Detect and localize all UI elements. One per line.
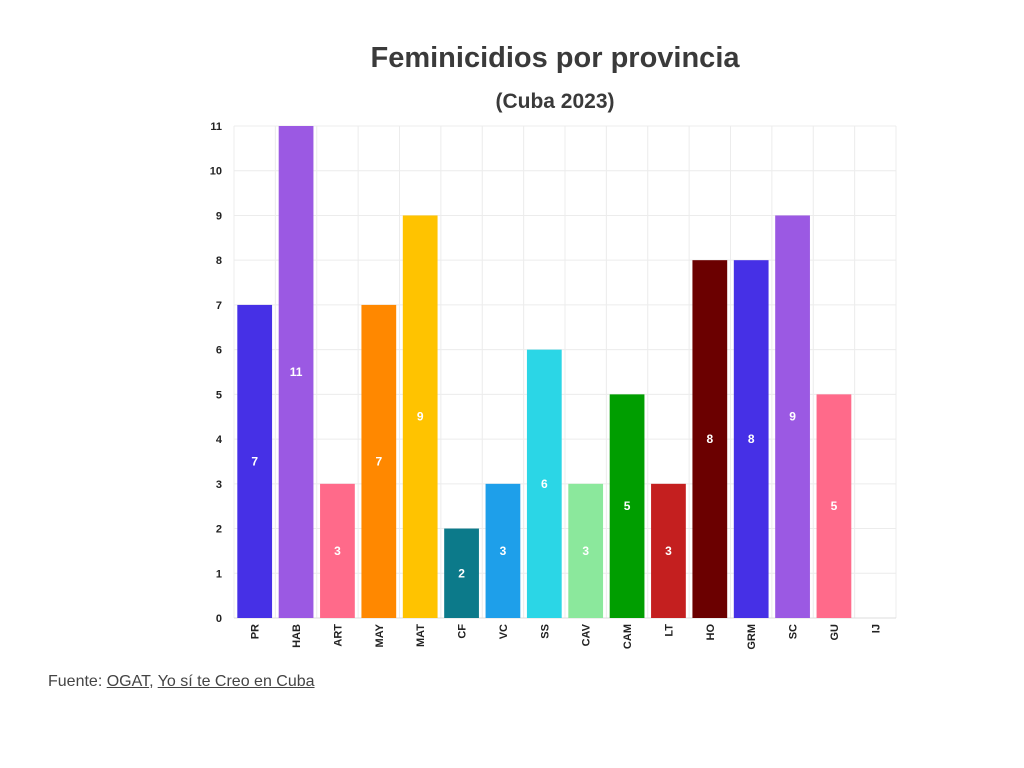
data-label-ho: 8: [706, 432, 713, 446]
data-label-art: 3: [334, 544, 341, 558]
data-label-sc: 9: [789, 410, 796, 424]
data-label-cam: 5: [624, 499, 631, 513]
data-label-pr: 7: [251, 454, 258, 468]
bar-ho: [692, 260, 728, 618]
x-tick-label-gu: GU: [829, 624, 841, 641]
y-tick-label: 11: [210, 121, 222, 133]
bar-pr: [237, 304, 273, 618]
data-label-grm: 8: [748, 432, 755, 446]
source-separator: ,: [149, 673, 158, 690]
data-label-gu: 5: [831, 499, 838, 513]
y-tick-label: 4: [216, 434, 223, 446]
y-tick-label: 7: [216, 300, 222, 312]
data-label-hab: 11: [290, 365, 303, 379]
data-label-lt: 3: [665, 544, 672, 558]
source-link-yosi[interactable]: Yo sí te Creo en Cuba: [157, 673, 315, 690]
bar-may: [361, 304, 397, 618]
y-tick-label: 1: [216, 568, 222, 580]
bar-cav: [568, 483, 604, 618]
bar-cf: [444, 528, 479, 618]
x-tick-label-may: MAY: [374, 623, 386, 647]
data-label-cav: 3: [582, 544, 589, 558]
bar-hab: [278, 126, 314, 618]
chart-subtitle: (Cuba 2023): [495, 90, 615, 113]
x-tick-label-hab: HAB: [291, 624, 303, 648]
x-tick-label-ij: IJ: [870, 624, 882, 633]
x-tick-label-ho: HO: [705, 624, 717, 641]
x-tick-label-art: ART: [332, 624, 344, 647]
bar-grm: [733, 260, 769, 618]
bars: [237, 126, 852, 619]
data-label-ss: 6: [541, 477, 548, 491]
data-label-cf: 2: [458, 566, 465, 580]
y-axis-ticks: 0 1 2 3 4 5 6 7 8 9 10 11: [210, 121, 223, 625]
x-tick-label-pr: PR: [250, 624, 262, 639]
source-note: Fuente: OGAT, Yo sí te Creo en Cuba: [48, 673, 315, 691]
y-tick-label: 0: [216, 613, 222, 625]
x-tick-label-sc: SC: [788, 624, 800, 639]
bar-ss: [526, 349, 562, 618]
bar-mat: [402, 215, 438, 619]
x-tick-label-cf: CF: [457, 624, 469, 639]
x-tick-label-lt: LT: [663, 624, 675, 637]
x-tick-label-cam: CAM: [622, 624, 634, 649]
bar-sc: [775, 215, 810, 619]
y-tick-label: 9: [216, 210, 222, 222]
x-tick-label-mat: MAT: [415, 624, 427, 647]
bar-vc: [485, 483, 521, 618]
y-tick-label: 5: [216, 389, 222, 401]
bar-gu: [816, 394, 852, 618]
x-tick-label-ss: SS: [539, 624, 551, 639]
data-label-mat: 9: [417, 410, 424, 424]
bar-art: [320, 483, 355, 618]
source-prefix: Fuente:: [48, 673, 107, 690]
data-labels: 7 11 3 7 9 2 3 6 3 5 3 8 8 9 5: [251, 365, 837, 580]
bar-lt: [651, 483, 686, 618]
y-tick-label: 3: [216, 479, 222, 491]
data-label-vc: 3: [500, 544, 507, 558]
x-tick-label-grm: GRM: [746, 624, 758, 650]
y-tick-label: 8: [216, 255, 222, 267]
data-label-may: 7: [375, 454, 382, 468]
chart-title: Feminicidios por provincia: [370, 42, 740, 74]
x-tick-label-vc: VC: [498, 624, 510, 639]
y-tick-label: 2: [216, 524, 222, 536]
y-tick-label: 6: [216, 345, 222, 357]
bar-cam: [609, 394, 645, 618]
x-tick-label-cav: CAV: [581, 623, 593, 646]
x-axis-ticks: PR HAB ART MAY MAT CF VC SS CAV CAM LT HO GRM SC GU IJ: [250, 623, 883, 649]
y-tick-label: 10: [210, 166, 222, 178]
source-link-ogat[interactable]: OGAT: [106, 673, 150, 690]
